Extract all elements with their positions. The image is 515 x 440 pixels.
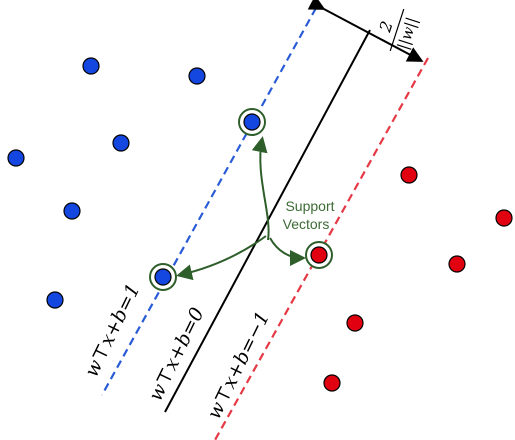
data-points: [7, 57, 513, 392]
blue-point: [82, 57, 100, 75]
support-arrow-top: [251, 136, 270, 241]
support-arrow-right: [269, 237, 306, 266]
margin-fraction: 2 ||w||: [375, 8, 421, 52]
blue-point: [46, 291, 64, 309]
margin-width-arrow: [307, 0, 424, 62]
blue-point: [63, 202, 81, 220]
blue-point: [188, 67, 206, 85]
margin-denominator: ||w||: [394, 15, 421, 52]
support-arrow-left: [176, 235, 267, 281]
red-point: [400, 166, 418, 184]
support-vector-red: [310, 246, 328, 264]
upper-margin-label: w⊤x+b=1: [81, 280, 145, 380]
red-point: [323, 374, 341, 392]
support-vectors-label-line2: Vectors: [283, 216, 330, 232]
margin-numerator: 2: [375, 19, 397, 36]
fraction-bar: [389, 8, 405, 52]
lower-margin-label: w⊤x+b=−1: [203, 308, 274, 423]
support-vectors-label-line1: Support: [285, 198, 334, 214]
blue-point: [112, 134, 130, 152]
upper-margin-line: [101, 7, 317, 396]
blue-point: [7, 149, 25, 167]
support-vector-blue: [154, 268, 172, 286]
support-vector-blue: [243, 113, 261, 131]
red-point: [495, 209, 513, 227]
red-point: [346, 314, 364, 332]
lower-margin-line: [214, 57, 429, 440]
red-point: [448, 255, 466, 273]
